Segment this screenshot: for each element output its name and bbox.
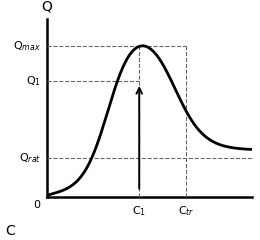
Text: Q: Q xyxy=(41,0,52,14)
Text: C$_{tr}$: C$_{tr}$ xyxy=(178,204,195,218)
Text: Q$_{rat}$: Q$_{rat}$ xyxy=(18,151,41,165)
Text: C$_1$: C$_1$ xyxy=(132,204,146,218)
Text: 0: 0 xyxy=(34,200,41,210)
Text: Q$_1$: Q$_1$ xyxy=(25,74,41,88)
Text: Q$_{max}$: Q$_{max}$ xyxy=(13,39,41,53)
Text: C: C xyxy=(5,224,15,238)
